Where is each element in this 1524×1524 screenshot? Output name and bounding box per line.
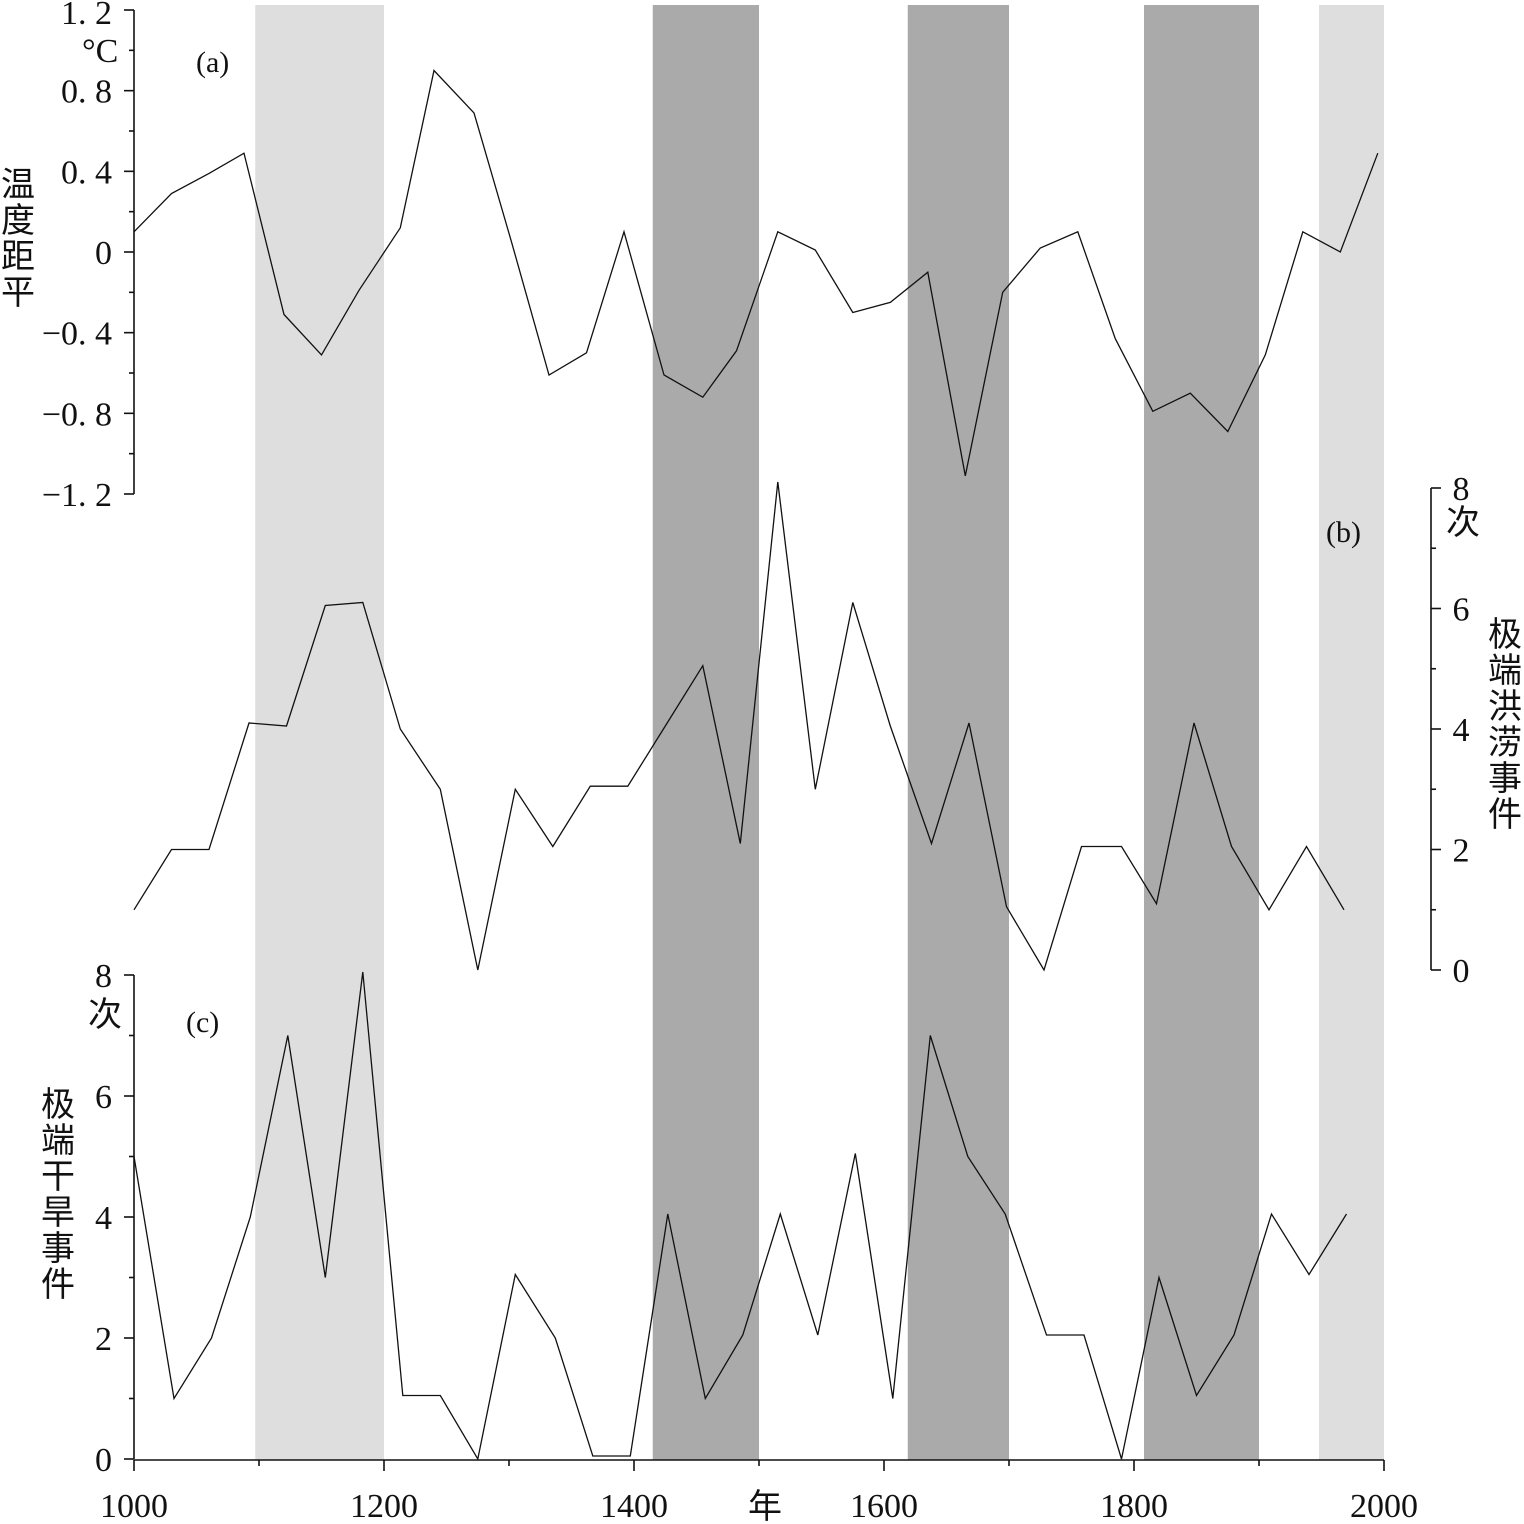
panel-a-tick-label: −1. 2 [42,477,112,514]
x-axis: 1000 1200 1400 1600 1800 2000 [100,1459,1418,1524]
panel-a-tick-label: 0. 4 [61,154,112,191]
panel-b-series-line [133,481,1345,972]
panel-b-ylabel: 极端洪涝事件 [1488,615,1522,835]
shaded-band-1 [255,5,384,1460]
panel-a-unit: °C [82,33,118,70]
panel-a-tick-label: −0. 8 [42,396,112,433]
x-tick-label: 1800 [1100,1488,1168,1524]
panel-c-tick-label: 8 [95,958,112,995]
panel-c-tick-label: 2 [95,1321,112,1358]
shaded-periods [255,5,1384,1460]
shaded-band-3 [907,5,1009,1460]
panel-c-tick-label: 4 [95,1200,112,1237]
panel-c-unit: 次 [88,995,122,1035]
x-tick-label: 1000 [100,1488,168,1524]
panel-a-label: (a) [196,46,229,79]
panel-a-series-line [133,69,1379,477]
panel-b-tick-label: 8 [1453,471,1470,508]
panel-c-series-line [133,971,1348,1461]
x-axis-label: 年 [748,1487,782,1524]
panel-b-tick-label: 6 [1453,592,1470,629]
panel-b-label: (b) [1326,516,1361,549]
panel-c-tick-label: 0 [95,1442,112,1479]
x-tick-label: 1200 [350,1488,418,1524]
panel-c-ylabel: 极端干旱事件 [41,1085,75,1305]
panel-a-tick-label: 0. 8 [61,74,112,111]
panel-c-drought: 0 2 4 6 8 [95,958,1348,1479]
panel-a-tick-label: 0 [95,235,112,272]
x-tick-label: 2000 [1350,1488,1418,1524]
panel-b-unit: 次 [1446,503,1480,543]
shaded-band-2 [652,5,759,1460]
shaded-band-5 [1319,5,1384,1460]
panel-a-ylabel: 温度距平 [1,165,35,313]
panel-b-flood: 0 2 4 6 8 [133,471,1470,990]
x-tick-label: 1400 [600,1488,668,1524]
panel-a-tick-label: 1. 2 [61,0,112,32]
panel-b-tick-label: 0 [1453,953,1470,990]
panel-b-tick-label: 4 [1453,712,1470,749]
panel-c-label: (c) [186,1006,219,1039]
panel-c-tick-label: 6 [95,1079,112,1116]
panel-a-tick-label: −0. 4 [42,316,112,353]
panel-b-tick-label: 2 [1453,833,1470,870]
panel-a-temperature: −1. 2 −0. 8 −0. 4 0 0. 4 0. 8 1. 2 [42,0,1379,514]
x-tick-label: 1600 [850,1488,918,1524]
shaded-band-4 [1144,5,1259,1460]
